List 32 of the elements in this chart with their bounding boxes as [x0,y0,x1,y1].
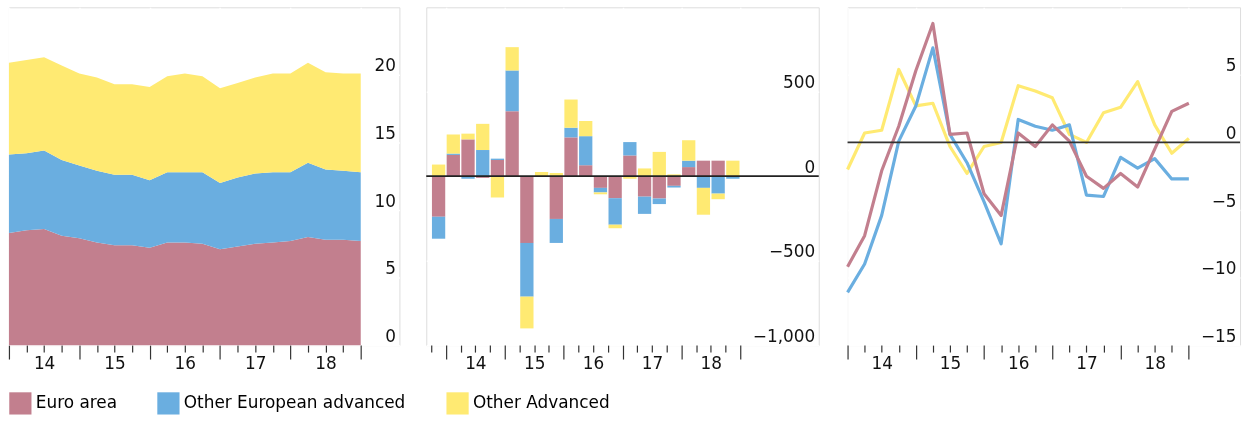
x-tick-label: 16 [582,353,605,374]
x-tick-label: 15 [104,353,126,374]
x-tick-label: 18 [1144,353,1166,374]
y-tick-label: −1,000 [752,325,816,346]
y-tick-label: −5 [1211,190,1237,211]
legend-label: Other European advanced [183,392,406,413]
y-tick-label: −15 [1200,325,1237,346]
x-tick-label: 14 [871,353,893,374]
x-tick-label: 17 [1076,353,1098,374]
x-tick-label: 18 [315,353,337,374]
y-tick-label: 5 [385,258,396,279]
x-tick-label: 18 [700,353,723,374]
x-tick-label: 17 [641,353,664,374]
legend-label: Euro area [35,392,118,413]
x-tick-label: 16 [1007,353,1030,374]
y-tick-label: 0 [385,325,396,346]
legend-label: Other Advanced [472,392,610,413]
y-tick-label: 0 [1225,122,1237,143]
y-tick-label: −500 [768,241,816,262]
x-tick-label: 15 [523,353,546,374]
x-tick-label: 17 [244,353,267,374]
y-tick-label: 5 [1225,55,1237,76]
y-tick-label: 20 [374,55,396,76]
x-tick-label: 15 [939,353,962,374]
x-tick-label: 16 [174,353,197,374]
y-tick-label: 10 [374,190,396,211]
x-tick-label: 14 [465,353,487,374]
y-tick-label: 0 [804,156,816,177]
y-tick-label: −10 [1200,258,1237,279]
y-tick-label: 500 [783,72,816,93]
y-tick-label: 15 [374,122,396,143]
x-tick-label: 14 [33,353,56,374]
